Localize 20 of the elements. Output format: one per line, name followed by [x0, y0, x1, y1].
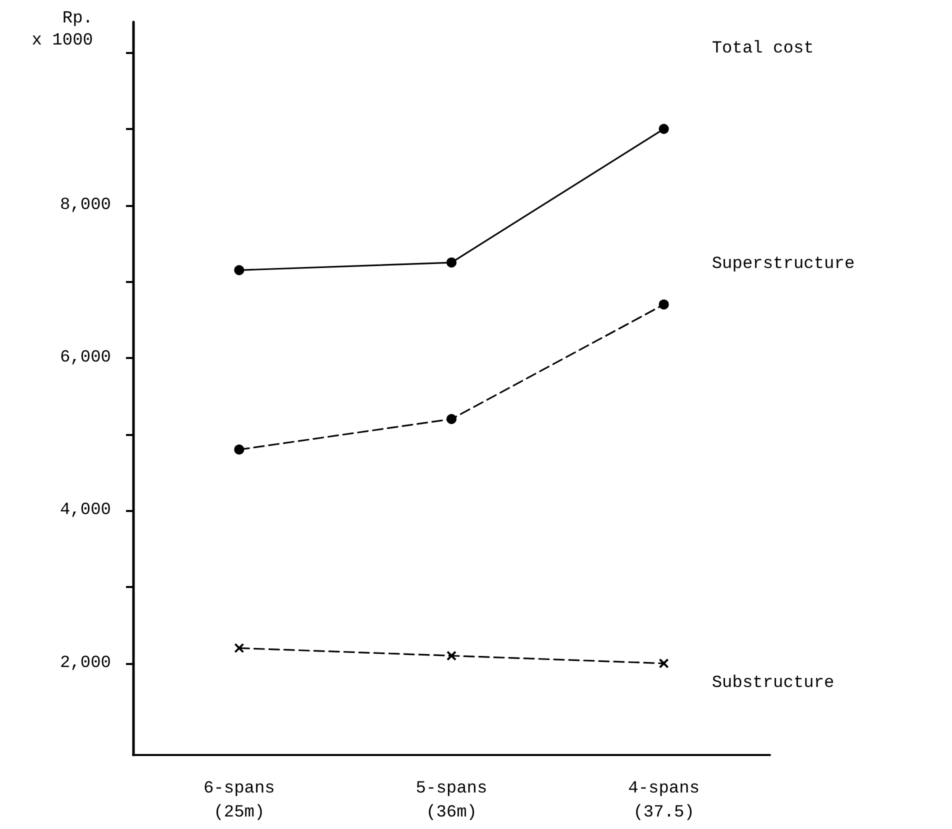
text: Superstructure: [712, 255, 855, 274]
text: Substructure: [712, 674, 834, 693]
y-tick-label: 6,000: [60, 348, 111, 368]
y-tick-label: 4,000: [60, 501, 111, 520]
x-tick-label: 5-spans (36m): [416, 780, 488, 822]
point: [234, 444, 244, 455]
point: [658, 300, 669, 310]
text: Total cost: [712, 39, 814, 58]
y-tick-label: 8,000: [60, 196, 111, 215]
point: [446, 414, 456, 424]
x-tick-label: 6-spans (25m): [203, 780, 275, 822]
x-tick-label: 4-spans (37.5): [628, 780, 700, 822]
y-tick-label: 2,000: [60, 654, 111, 673]
point: [234, 265, 244, 276]
y-axis-title: Rp. x 1000: [32, 10, 93, 50]
point: [658, 124, 669, 134]
point: [234, 643, 244, 654]
point: [658, 658, 669, 668]
point: [446, 258, 456, 268]
point: [446, 650, 456, 661]
